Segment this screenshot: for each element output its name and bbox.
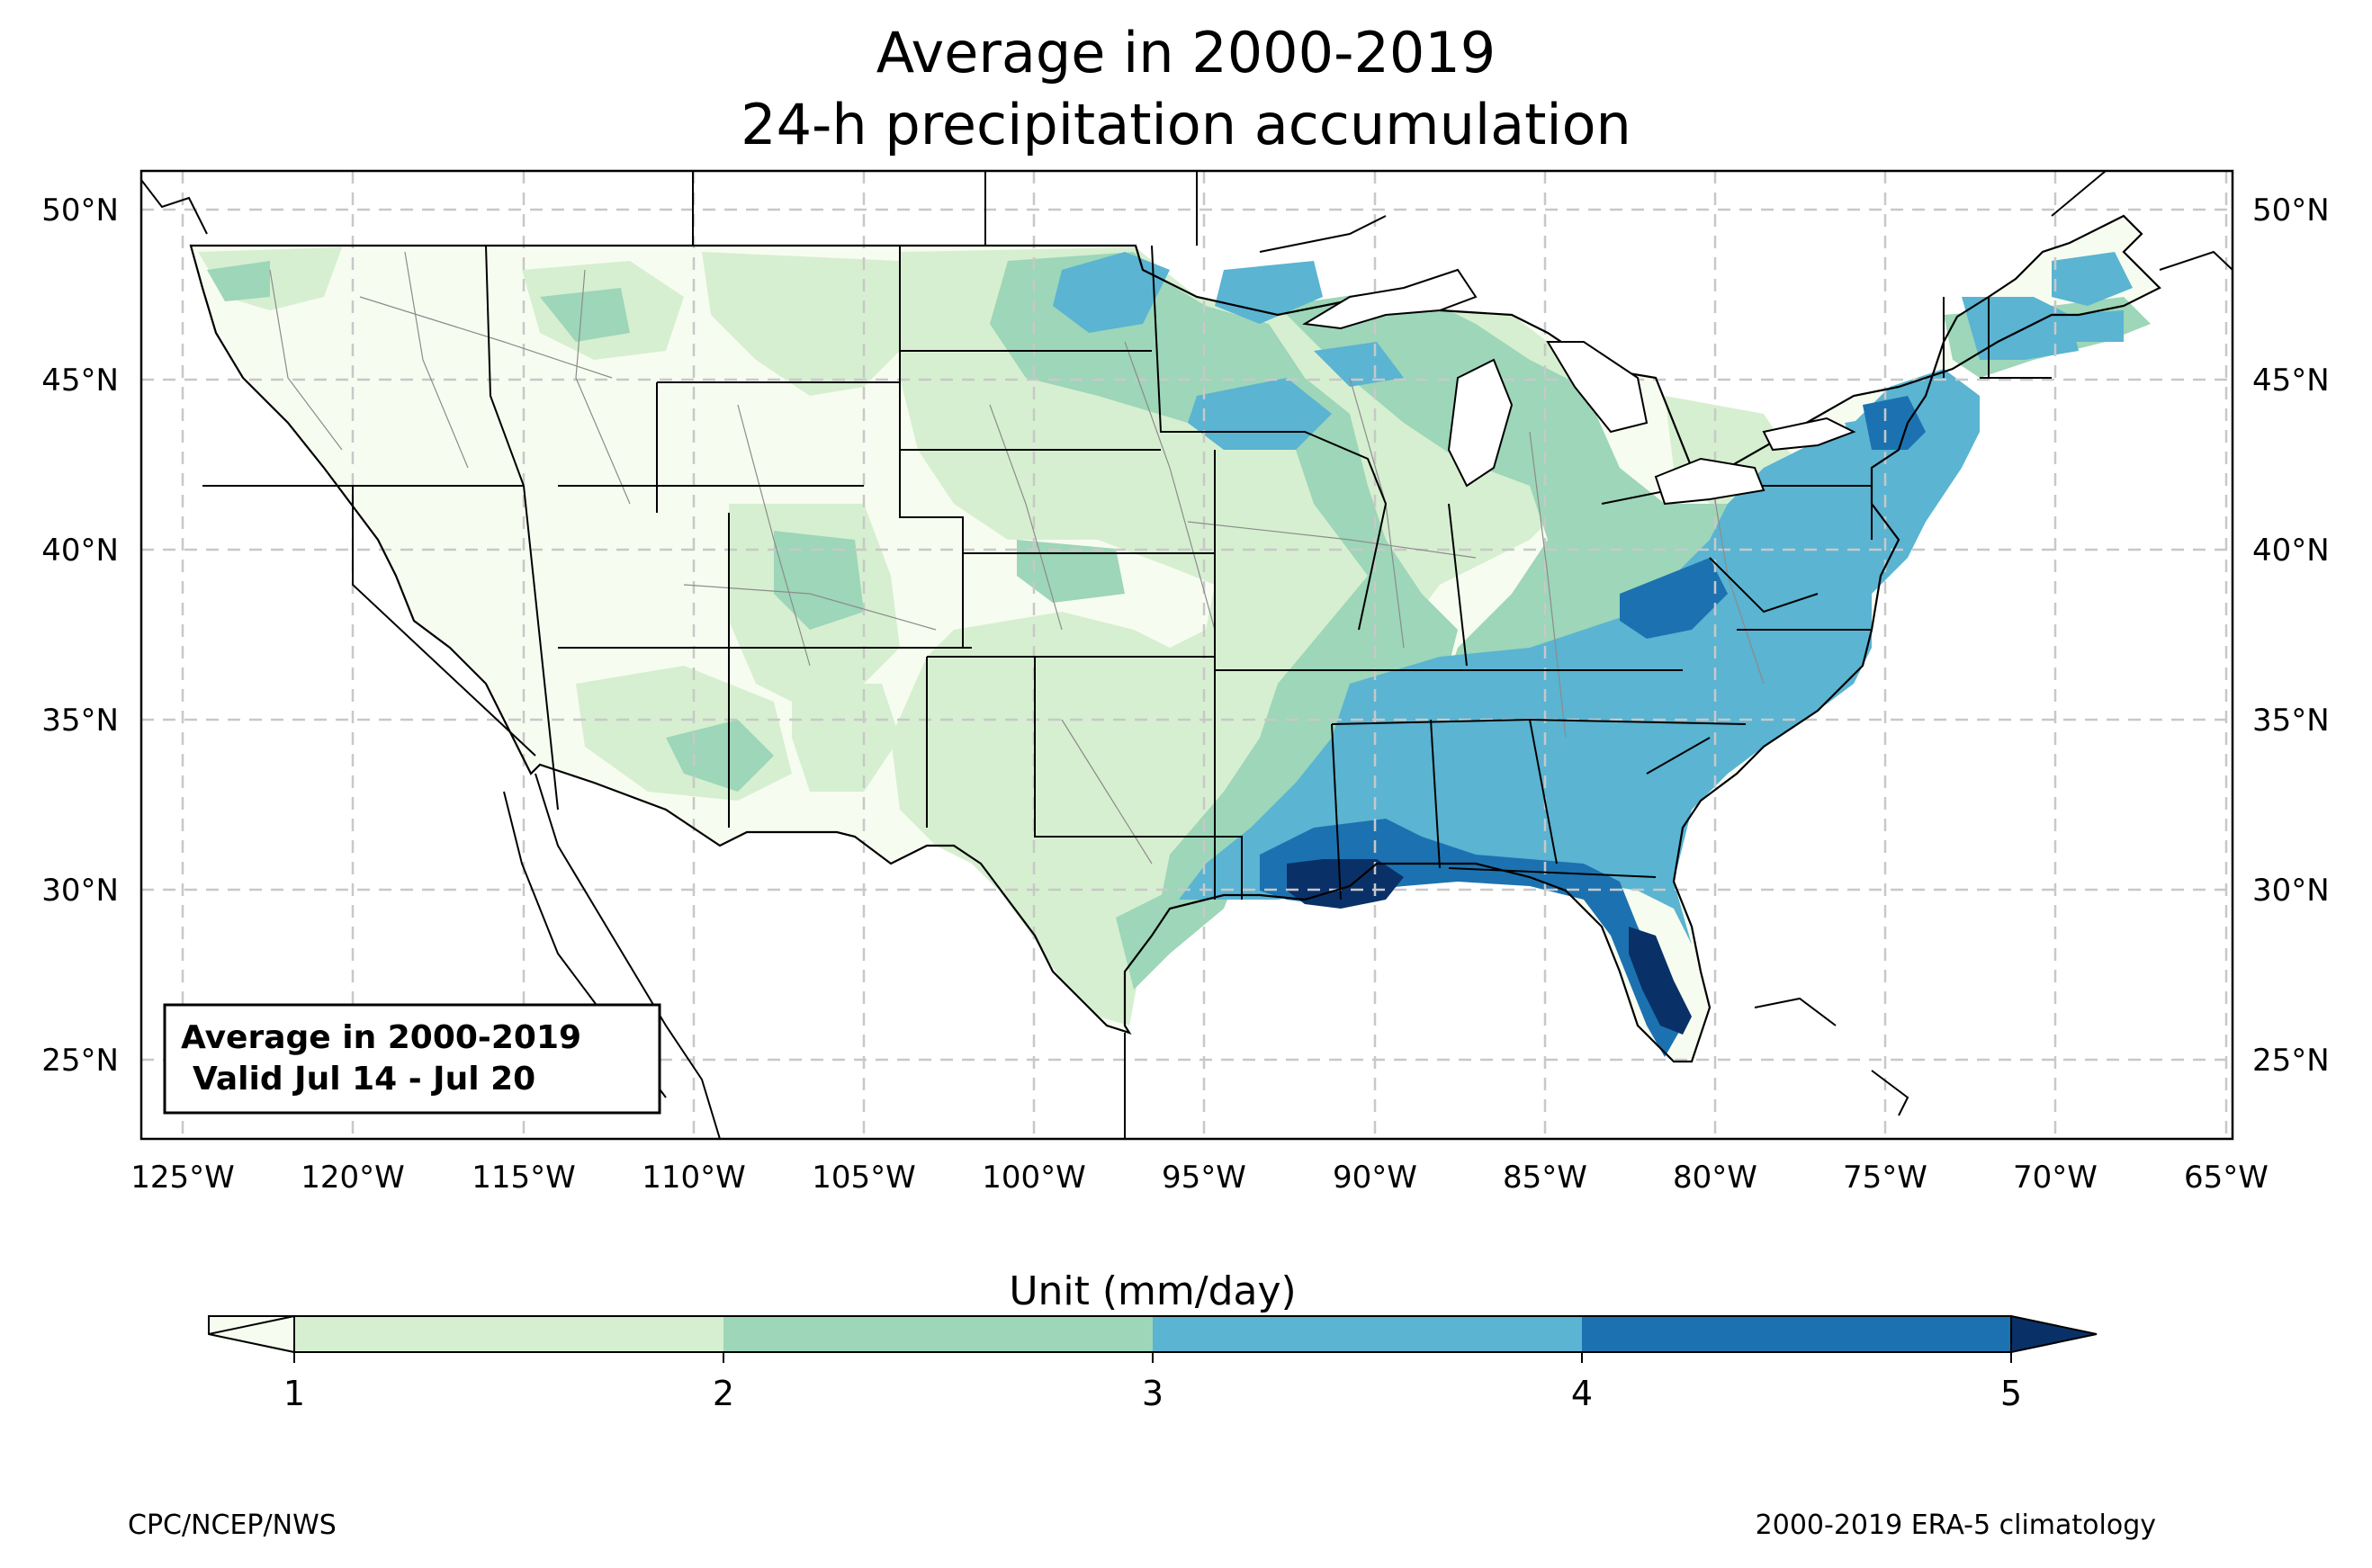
lat-tick-label: 40°N xyxy=(2252,533,2330,569)
colorbar-tick-label: 3 xyxy=(1142,1374,1164,1413)
precip-1-2-regions xyxy=(198,247,1800,1026)
lon-tick-label: 90°W xyxy=(1333,1160,1417,1196)
lat-tick-label: 40°N xyxy=(41,533,119,569)
colorbar: Unit (mm/day) 1 2 3 4 5 xyxy=(208,1268,2098,1413)
lon-tick-label: 115°W xyxy=(472,1160,576,1196)
colorbar-extend-high xyxy=(2010,1314,2098,1354)
lat-tick-label: 30°N xyxy=(41,873,119,909)
colorbar-bin-3-4 xyxy=(1153,1316,1582,1352)
lat-tick-labels-left: 50°N 45°N 40°N 35°N 30°N 25°N xyxy=(41,193,119,1079)
lat-tick-label: 45°N xyxy=(41,363,119,399)
lat-tick-label: 50°N xyxy=(41,193,119,228)
lon-tick-label: 95°W xyxy=(1162,1160,1246,1196)
colorbar-bin-1-2 xyxy=(294,1316,723,1352)
lon-tick-label: 75°W xyxy=(1843,1160,1927,1196)
title-line-2: 24-h precipitation accumulation xyxy=(741,92,1631,157)
validity-box-line-2: Valid Jul 14 - Jul 20 xyxy=(193,1061,535,1098)
lon-tick-label: 80°W xyxy=(1673,1160,1757,1196)
title-line-1: Average in 2000-2019 xyxy=(876,20,1496,85)
lat-tick-label: 45°N xyxy=(2252,363,2330,399)
colorbar-tick-label: 4 xyxy=(1571,1374,1593,1413)
footer-right: 2000-2019 ERA-5 climatology xyxy=(1756,1510,2156,1541)
lat-tick-label: 25°N xyxy=(2252,1043,2330,1079)
lon-tick-label: 105°W xyxy=(812,1160,916,1196)
lon-tick-label: 125°W xyxy=(130,1160,235,1196)
lat-tick-labels-right: 50°N 45°N 40°N 35°N 30°N 25°N xyxy=(2252,193,2330,1079)
climate-division-lines xyxy=(269,251,1765,865)
lat-tick-label: 30°N xyxy=(2252,873,2330,909)
borders xyxy=(191,171,2052,900)
lon-tick-labels: 125°W 120°W 115°W 110°W 105°W 100°W 95°W… xyxy=(130,1160,2269,1196)
validity-box-line-1: Average in 2000-2019 xyxy=(181,1019,581,1056)
lat-tick-label: 35°N xyxy=(2252,703,2330,739)
great-lakes xyxy=(1302,268,1856,506)
colorbar-bin-2-3 xyxy=(723,1316,1153,1352)
colorbar-tick-label: 2 xyxy=(713,1374,734,1413)
map-frame xyxy=(139,169,2234,1141)
colorbar-tick-label: 1 xyxy=(283,1374,305,1413)
conus-outline xyxy=(189,214,2161,1063)
validity-box: Average in 2000-2019 Valid Jul 14 - Jul … xyxy=(163,1003,661,1115)
lat-tick-label: 25°N xyxy=(41,1043,119,1079)
lon-tick-label: 85°W xyxy=(1503,1160,1587,1196)
map-panel xyxy=(139,169,2234,1141)
lon-tick-label: 100°W xyxy=(982,1160,1086,1196)
lon-tick-label: 110°W xyxy=(642,1160,746,1196)
colorbar-tick-label: 5 xyxy=(2000,1374,2022,1413)
lon-tick-label: 120°W xyxy=(301,1160,405,1196)
lon-tick-label: 65°W xyxy=(2184,1160,2269,1196)
colorbar-bin-4-5 xyxy=(1582,1316,2011,1352)
coastlines xyxy=(141,171,2233,1139)
lat-tick-label: 35°N xyxy=(41,703,119,739)
lat-tick-label: 50°N xyxy=(2252,193,2330,228)
lon-tick-label: 70°W xyxy=(2013,1160,2098,1196)
footer-left: CPC/NCEP/NWS xyxy=(128,1510,337,1541)
colorbar-title: Unit (mm/day) xyxy=(1009,1268,1296,1314)
